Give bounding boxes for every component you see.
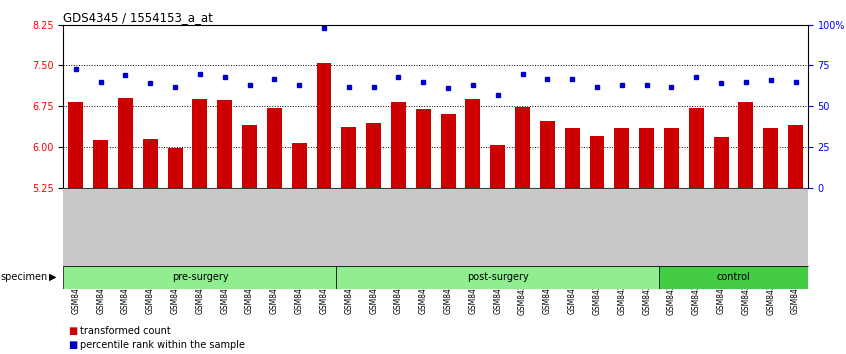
Bar	[217, 100, 232, 188]
Bar	[788, 125, 803, 188]
Bar	[465, 99, 481, 188]
Text: GDS4345 / 1554153_a_at: GDS4345 / 1554153_a_at	[63, 11, 213, 24]
Bar	[540, 121, 555, 188]
Bar	[714, 137, 728, 188]
Text: percentile rank within the sample: percentile rank within the sample	[80, 340, 245, 350]
Text: control: control	[717, 272, 750, 282]
Bar	[614, 128, 629, 188]
Bar	[565, 128, 580, 188]
Bar	[689, 108, 704, 188]
Text: pre-surgery: pre-surgery	[172, 272, 228, 282]
Bar	[739, 102, 753, 188]
Bar	[659, 266, 808, 289]
Bar	[168, 148, 183, 188]
Bar	[337, 266, 659, 289]
Bar	[316, 63, 332, 188]
Bar	[63, 266, 337, 289]
Text: ▶: ▶	[49, 272, 57, 282]
Bar	[292, 143, 306, 188]
Bar	[763, 128, 778, 188]
Bar	[590, 136, 604, 188]
Bar	[441, 114, 455, 188]
Bar	[69, 102, 83, 188]
Bar	[242, 125, 257, 188]
Text: transformed count: transformed count	[80, 326, 171, 336]
Bar	[193, 99, 207, 188]
Bar	[342, 127, 356, 188]
Bar	[515, 107, 530, 188]
Bar	[664, 128, 678, 188]
Bar	[93, 140, 108, 188]
Bar	[491, 145, 505, 188]
Bar	[118, 97, 133, 188]
Text: post-surgery: post-surgery	[467, 272, 529, 282]
Text: ■: ■	[68, 340, 77, 350]
Text: specimen: specimen	[1, 272, 48, 282]
Bar	[366, 123, 381, 188]
Bar	[416, 109, 431, 188]
Bar	[267, 108, 282, 188]
Text: ■: ■	[68, 326, 77, 336]
Bar	[391, 102, 406, 188]
Bar	[143, 139, 157, 188]
Bar	[640, 128, 654, 188]
